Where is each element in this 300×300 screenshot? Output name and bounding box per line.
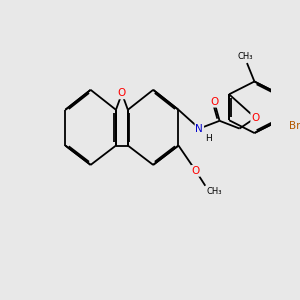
Text: CH₃: CH₃ (207, 187, 222, 196)
Text: O: O (210, 97, 218, 107)
Text: O: O (251, 113, 260, 123)
Text: O: O (118, 88, 126, 98)
Text: CH₃: CH₃ (238, 52, 254, 61)
Text: H: H (205, 134, 212, 143)
Text: N: N (196, 124, 203, 134)
Text: Br: Br (289, 121, 300, 131)
Text: O: O (192, 166, 200, 176)
